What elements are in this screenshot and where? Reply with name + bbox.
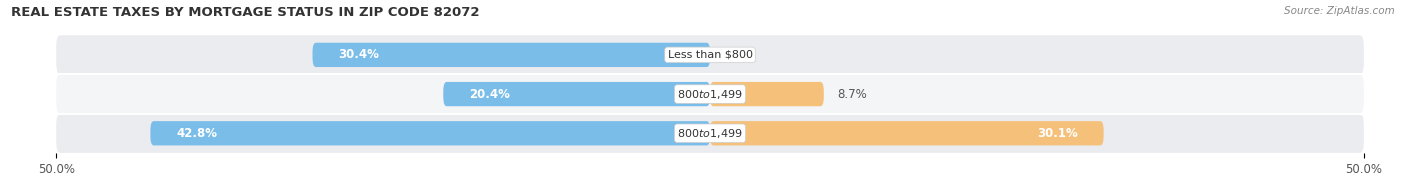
Text: $800 to $1,499: $800 to $1,499 xyxy=(678,88,742,101)
Text: Source: ZipAtlas.com: Source: ZipAtlas.com xyxy=(1284,6,1395,16)
FancyBboxPatch shape xyxy=(443,82,710,106)
FancyBboxPatch shape xyxy=(56,74,1364,114)
Text: 30.4%: 30.4% xyxy=(339,48,380,61)
FancyBboxPatch shape xyxy=(56,114,1364,153)
Text: $800 to $1,499: $800 to $1,499 xyxy=(678,127,742,140)
FancyBboxPatch shape xyxy=(150,121,710,145)
FancyBboxPatch shape xyxy=(710,82,824,106)
Text: 30.1%: 30.1% xyxy=(1036,127,1077,140)
Text: 20.4%: 20.4% xyxy=(470,88,510,101)
Text: Less than $800: Less than $800 xyxy=(668,50,752,60)
FancyBboxPatch shape xyxy=(56,35,1364,74)
Text: 42.8%: 42.8% xyxy=(177,127,218,140)
FancyBboxPatch shape xyxy=(710,121,1104,145)
FancyBboxPatch shape xyxy=(312,43,710,67)
Text: 0.0%: 0.0% xyxy=(723,48,752,61)
Text: 8.7%: 8.7% xyxy=(837,88,866,101)
Text: REAL ESTATE TAXES BY MORTGAGE STATUS IN ZIP CODE 82072: REAL ESTATE TAXES BY MORTGAGE STATUS IN … xyxy=(11,6,479,19)
